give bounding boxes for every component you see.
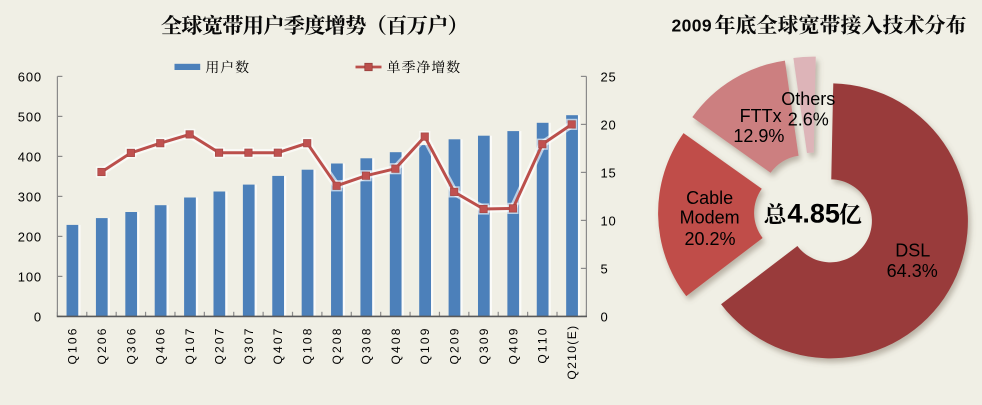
svg-text:Q209: Q209: [448, 326, 462, 364]
svg-text:Q108: Q108: [301, 326, 315, 364]
svg-text:20: 20: [601, 118, 617, 133]
svg-text:Q206: Q206: [95, 326, 109, 364]
svg-text:0: 0: [34, 310, 42, 325]
svg-text:600: 600: [18, 70, 42, 85]
svg-text:300: 300: [18, 190, 42, 205]
svg-text:100: 100: [18, 270, 42, 285]
svg-text:12.9%: 12.9%: [733, 126, 784, 146]
svg-text:2.6%: 2.6%: [788, 110, 829, 130]
svg-text:Cable: Cable: [686, 188, 733, 208]
svg-text:2009: 2009: [672, 16, 713, 36]
svg-text:20.2%: 20.2%: [684, 229, 735, 249]
svg-text:Modem: Modem: [680, 207, 740, 227]
svg-text:500: 500: [18, 110, 42, 125]
svg-text:200: 200: [18, 230, 42, 245]
svg-text:Q107: Q107: [183, 326, 197, 364]
svg-text:Q109: Q109: [418, 326, 432, 364]
svg-text:10: 10: [601, 214, 617, 229]
svg-text:Q210(E): Q210(E): [565, 325, 579, 380]
svg-text:15: 15: [601, 166, 617, 181]
svg-text:Q207: Q207: [212, 326, 226, 364]
svg-text:Q308: Q308: [359, 326, 373, 364]
svg-text:Q309: Q309: [477, 326, 491, 364]
svg-text:Q106: Q106: [65, 326, 79, 364]
svg-text:Q307: Q307: [242, 326, 256, 364]
svg-text:Q409: Q409: [506, 326, 520, 364]
svg-text:Q110: Q110: [536, 326, 550, 363]
svg-text:25: 25: [601, 70, 617, 85]
svg-text:FTTx: FTTx: [740, 106, 782, 126]
svg-text:Q306: Q306: [124, 326, 138, 364]
svg-text:Others: Others: [781, 89, 835, 109]
svg-text:Q408: Q408: [389, 326, 403, 364]
svg-text:64.3%: 64.3%: [887, 261, 938, 281]
svg-text:Q407: Q407: [271, 326, 285, 364]
svg-text:0: 0: [601, 310, 609, 325]
svg-text:Q208: Q208: [330, 326, 344, 364]
svg-text:Q406: Q406: [154, 326, 168, 364]
svg-text:400: 400: [18, 150, 42, 165]
svg-text:4.85: 4.85: [787, 199, 840, 229]
svg-text:5: 5: [601, 262, 609, 277]
svg-text:DSL: DSL: [895, 240, 930, 260]
